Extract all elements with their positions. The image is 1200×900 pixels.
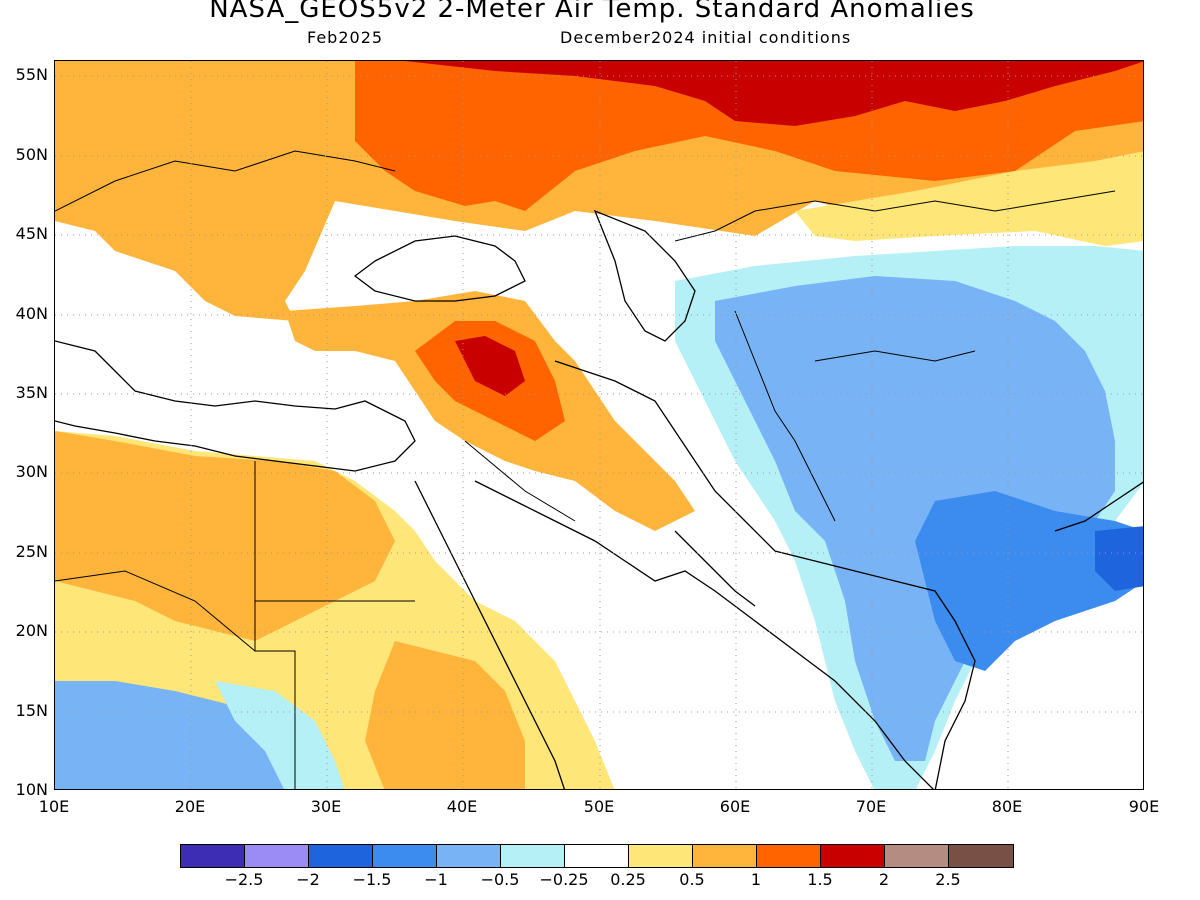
warm-region-libya [55, 431, 395, 641]
lat-label-55n: 55N [15, 65, 48, 84]
colorbar-tick-label: −0.5 [480, 870, 520, 889]
colorbar-swatch [885, 845, 949, 867]
cold-core-bay [1095, 526, 1143, 591]
lat-label-15n: 15N [15, 701, 48, 720]
neutral-region-sea [55, 241, 415, 451]
colorbar-swatch [629, 845, 693, 867]
colorbar-tick-label: 2 [878, 870, 890, 889]
lon-label-20e: 20E [174, 797, 206, 816]
colorbar-swatch [181, 845, 245, 867]
lon-label-60e: 60E [719, 797, 751, 816]
lat-label-50n: 50N [15, 145, 48, 164]
colorbar-tick-label: 0.5 [679, 870, 705, 889]
lat-label-20n: 20N [15, 621, 48, 640]
hot-core-iraq [455, 336, 525, 396]
colorbar-swatch [565, 845, 629, 867]
colorbar-tick-label: −1 [424, 870, 448, 889]
colorbar-tick-label: −2.5 [224, 870, 264, 889]
colorbar-tick-label: 1 [750, 870, 762, 889]
colorbar-swatch [821, 845, 885, 867]
lon-label-30e: 30E [310, 797, 342, 816]
lon-label-70e: 70E [855, 797, 887, 816]
map-title: NASA_GEOS5v2 2-Meter Air Temp. Standard … [209, 0, 975, 24]
cold-core-india [915, 491, 1143, 671]
map-plot [55, 61, 1143, 789]
lat-label-10n: 10N [15, 780, 48, 799]
lat-label-40n: 40N [15, 304, 48, 323]
colorbar-tick-label: −1.5 [352, 870, 392, 889]
colorbar-tick-label: −2 [296, 870, 320, 889]
lon-label-40e: 40E [446, 797, 478, 816]
lat-label-25n: 25N [15, 542, 48, 561]
colorbar-tick-label: 2.5 [935, 870, 961, 889]
hot-region-russia [405, 61, 1143, 126]
anomaly-map [54, 60, 1144, 790]
colorbar-swatch [309, 845, 373, 867]
colorbar-swatch [373, 845, 437, 867]
colorbar-tick-label: 0.25 [610, 870, 646, 889]
borders [55, 150, 1116, 789]
colorbar-swatch [693, 845, 757, 867]
lon-label-80e: 80E [991, 797, 1023, 816]
lat-label-30n: 30N [15, 462, 48, 481]
colorbar-tick-label: −0.25 [539, 870, 589, 889]
colorbar-tick-label: 1.5 [807, 870, 833, 889]
colorbar-swatch [757, 845, 821, 867]
lat-label-45n: 45N [15, 224, 48, 243]
colorbar-swatch [501, 845, 565, 867]
lon-label-50e: 50E [583, 797, 615, 816]
colorbar-swatch [437, 845, 501, 867]
colorbar-swatch [949, 845, 1013, 867]
colorbar [180, 844, 1014, 868]
forecast-month: Feb2025 [307, 28, 384, 47]
anomaly-fill [55, 61, 1143, 789]
cold-edge-africa [215, 681, 345, 789]
lon-label-10e: 10E [38, 797, 70, 816]
initial-conditions: December2024 initial conditions [560, 28, 852, 47]
coastlines [55, 209, 1143, 789]
cold-region-asia [715, 276, 1115, 761]
warm-region-ethiopia [365, 641, 525, 789]
warm-region-east [795, 151, 1143, 246]
colorbar-swatch [245, 845, 309, 867]
lat-label-35n: 35N [15, 383, 48, 402]
lon-label-90e: 90E [1128, 797, 1160, 816]
